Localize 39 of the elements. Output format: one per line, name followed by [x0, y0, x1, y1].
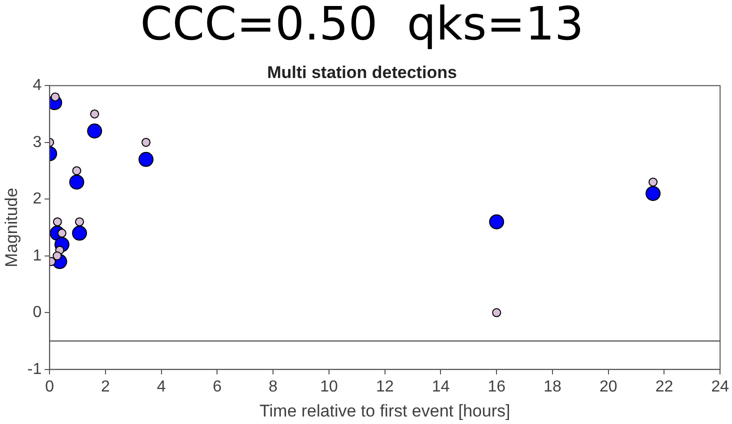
point	[646, 186, 661, 201]
point	[52, 217, 62, 226]
x-tick-label: 20	[599, 378, 618, 396]
point	[87, 124, 102, 139]
point	[69, 174, 84, 190]
y-tick-label: 2	[32, 190, 42, 208]
point	[90, 109, 100, 118]
x-tick-label: 12	[376, 378, 394, 396]
x-tick-label: 16	[488, 378, 506, 396]
chart-subtitle: Multi station detections	[267, 63, 457, 82]
point	[72, 166, 82, 176]
chart-title: CCC=0.50 qks=13	[140, 0, 584, 51]
x-tick-label: 6	[212, 378, 222, 396]
x-tick-label: 10	[320, 378, 338, 396]
y-tick-label: 1	[32, 247, 42, 264]
point	[50, 92, 60, 102]
y-tick-label: 3	[32, 134, 42, 151]
point	[75, 217, 84, 226]
x-tick-label: 4	[156, 378, 166, 396]
point	[492, 308, 502, 318]
point	[138, 152, 154, 167]
y-tick-label: -1	[27, 360, 42, 378]
y-axis-title: Magnitude	[2, 188, 21, 268]
x-tick-label: 2	[101, 378, 110, 396]
point	[52, 251, 62, 260]
x-tick-label: 14	[432, 378, 450, 396]
y-tick-label: 0	[32, 304, 42, 322]
x-axis-title: Time relative to first event [hours]	[260, 401, 510, 420]
point	[489, 214, 504, 230]
x-tick-label: 22	[655, 378, 674, 396]
x-tick-label: 8	[268, 378, 278, 396]
point	[142, 138, 151, 147]
y-tick-label: 4	[32, 77, 42, 94]
point	[648, 178, 658, 187]
x-tick-label: 24	[711, 378, 730, 396]
x-tick-label: 18	[544, 378, 562, 396]
x-tick-label: 0	[45, 378, 54, 396]
point	[57, 228, 66, 238]
point	[72, 226, 88, 241]
